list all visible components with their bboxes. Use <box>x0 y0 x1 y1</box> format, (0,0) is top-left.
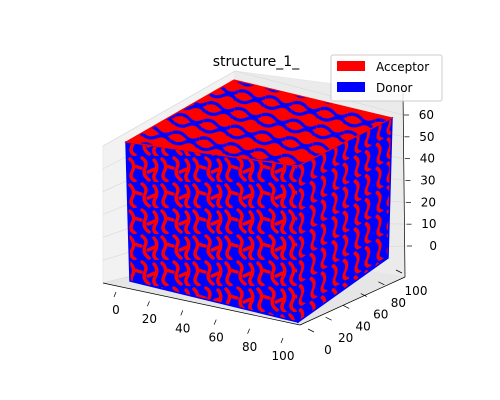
x-tick-label: 80 <box>242 340 257 354</box>
x-tick-label: 0 <box>112 303 120 317</box>
x-tick-mark <box>248 329 250 334</box>
cube-front-face <box>126 142 298 322</box>
x-tick-mark <box>214 320 216 325</box>
y-tick-label: 20 <box>338 331 353 345</box>
z-tick-label: 50 <box>419 130 434 144</box>
x-tick-mark <box>281 338 283 343</box>
z-tick-label: 0 <box>429 239 437 253</box>
z-tick-label: 20 <box>421 195 436 209</box>
legend-swatch-donor <box>337 82 365 92</box>
y-tick-mark <box>308 329 314 332</box>
legend: Acceptor Donor <box>331 55 442 101</box>
legend-label-donor: Donor <box>376 81 413 95</box>
x-tick-mark <box>147 301 149 306</box>
z-tick-label: 40 <box>420 152 435 166</box>
y-tick-mark <box>343 305 349 308</box>
y-tick-label: 100 <box>405 284 428 298</box>
z-tick-label: 60 <box>419 108 434 122</box>
x-tick-label: 40 <box>175 321 190 335</box>
y-tick-mark <box>326 317 332 320</box>
z-tick-label: 30 <box>420 174 435 188</box>
y-tick-label: 60 <box>373 308 388 322</box>
z-tick-label: 10 <box>421 217 436 231</box>
y-tick-label: 40 <box>356 319 371 333</box>
x-tick-mark <box>181 310 183 315</box>
x-tick-mark <box>114 292 116 297</box>
x-tick-label: 60 <box>209 331 224 345</box>
x-tick-label: 100 <box>272 349 295 363</box>
chart-title: structure_1_ <box>213 54 300 70</box>
legend-label-acceptor: Acceptor <box>376 60 429 74</box>
x-tick-label: 20 <box>142 312 157 326</box>
z-axis-ticks: 0 10 20 30 40 50 60 <box>404 108 437 253</box>
legend-swatch-acceptor <box>337 61 365 71</box>
y-tick-label: 0 <box>324 343 332 357</box>
